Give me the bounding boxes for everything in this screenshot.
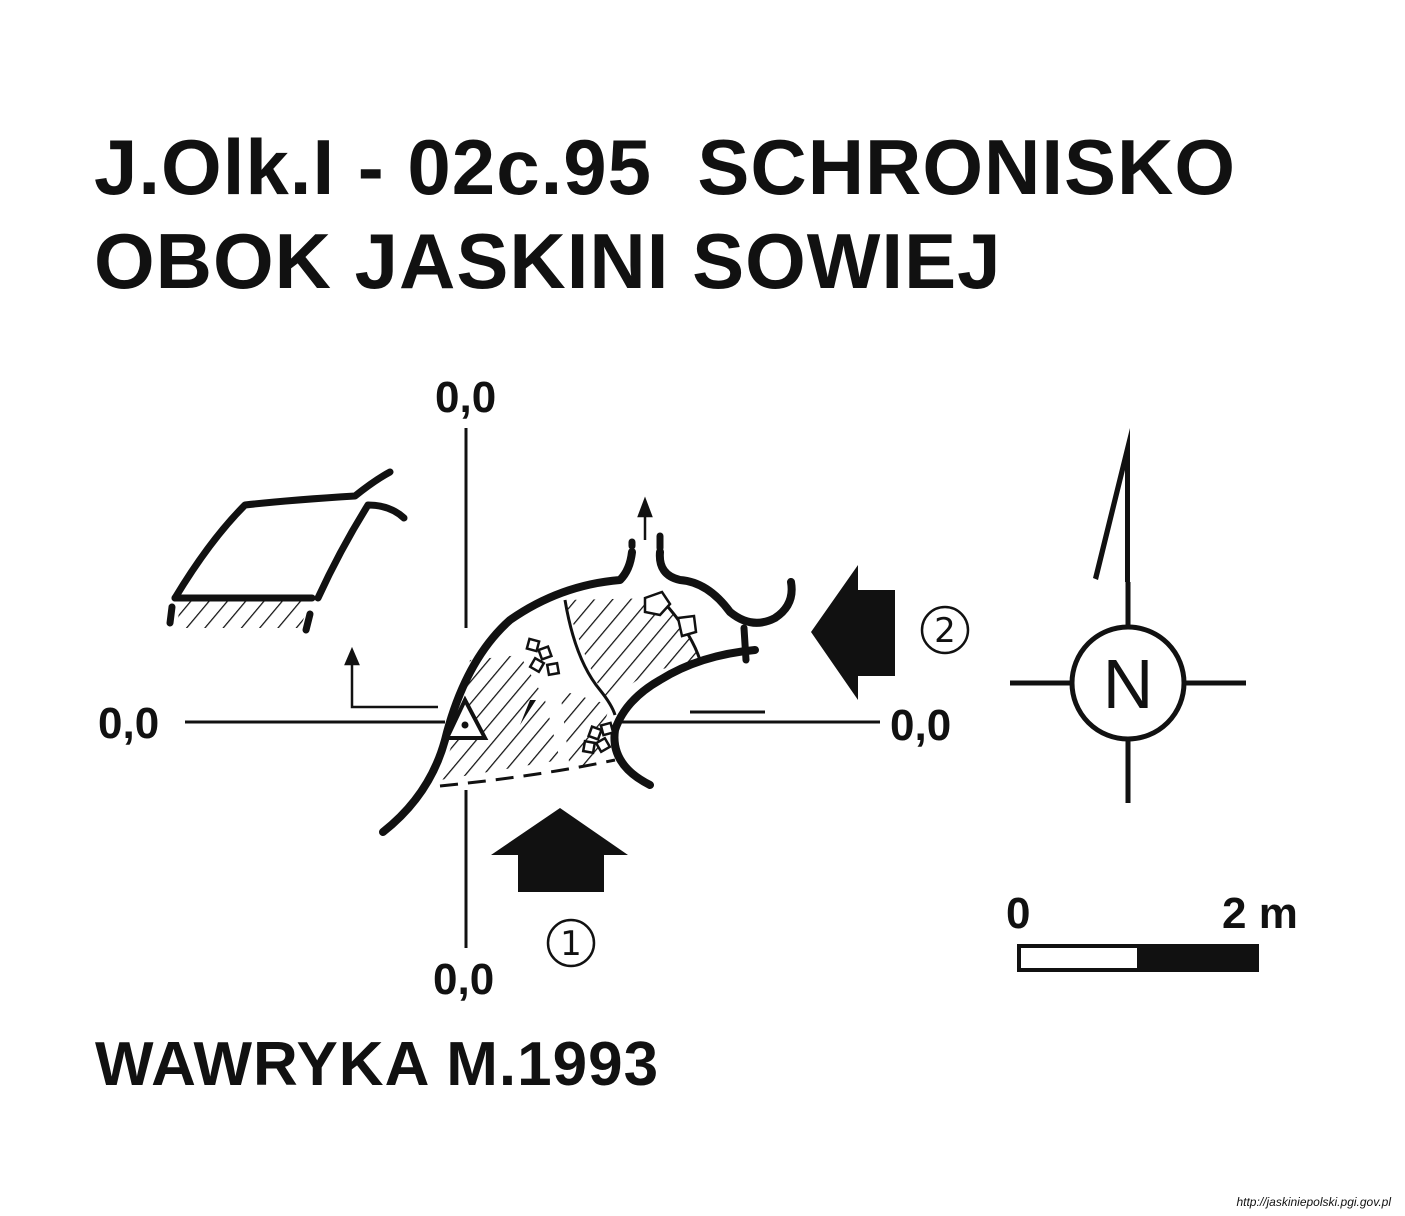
title-line-1: J.Olk.I - 02c.95 SCHRONISKO	[94, 123, 1237, 211]
entrance-2-arrow-icon	[811, 565, 895, 700]
reference-point-left: 0,0	[98, 699, 160, 748]
entrance-1-marker: 1	[546, 918, 596, 968]
reference-axes	[185, 428, 880, 948]
north-arrow-icon: N	[1010, 428, 1246, 803]
title-line-2: OBOK JASKINI SOWIEJ	[94, 217, 1002, 305]
entrance-1-arrow-icon	[491, 808, 628, 892]
reference-point-right: 0,0	[890, 701, 952, 750]
entrance-2-marker: 2	[920, 605, 970, 655]
scale-end-label: 2 m	[1222, 889, 1298, 938]
reference-point-bottom: 0,0	[433, 955, 495, 1004]
author-credit: WAWRYKA M.1993	[95, 1030, 660, 1099]
entrance-2-label: 2	[934, 611, 956, 651]
cave-outline	[379, 496, 796, 836]
survey-point-icon	[443, 695, 489, 740]
source-link[interactable]: http://jaskiniepolski.pgi.gov.pl	[1236, 1195, 1391, 1209]
scale-bar	[1017, 944, 1259, 972]
cross-section-sketch	[166, 468, 408, 634]
section-arrow-icon	[344, 646, 438, 709]
entrance-1-label: 1	[560, 924, 582, 964]
scale-start-label: 0	[1006, 889, 1031, 938]
reference-point-top: 0,0	[435, 373, 497, 422]
north-label: N	[1103, 645, 1154, 723]
